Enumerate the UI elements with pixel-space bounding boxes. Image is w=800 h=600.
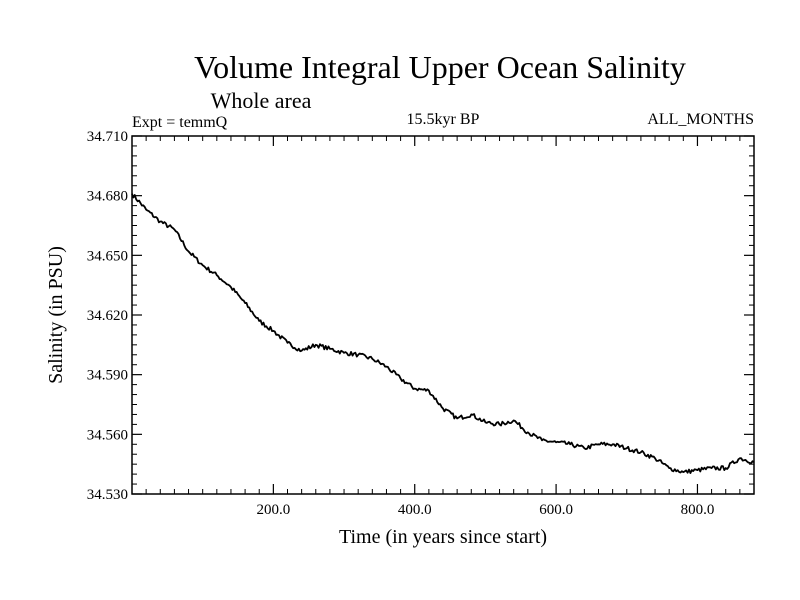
series-line-salinity — [131, 193, 755, 474]
period-label: 15.5kyr BP — [407, 111, 480, 128]
chart-subtitle: Whole area — [211, 88, 312, 113]
x-tick-label: 800.0 — [681, 502, 715, 518]
plot-frame — [131, 135, 755, 495]
series-points — [132, 194, 754, 472]
x-tick-label: 200.0 — [256, 502, 290, 518]
months-label: ALL_MONTHS — [647, 111, 754, 128]
y-axis: 34.530 34.560 34.590 34.620 34.650 34.680 34.7… — [87, 129, 754, 503]
y-axis-label: Salinity (in PSU) — [45, 246, 67, 384]
experiment-label: Expt = temmQ — [132, 114, 228, 131]
y-tick-label: 34.680 — [87, 189, 128, 205]
y-tick-label: 34.590 — [87, 368, 128, 384]
y-tick-label: 34.710 — [87, 129, 128, 145]
y-tick-label: 34.560 — [87, 427, 128, 443]
chart-title: Volume Integral Upper Ocean Salinity — [194, 49, 686, 85]
y-tick-label: 34.620 — [87, 308, 128, 324]
x-tick-label: 400.0 — [398, 502, 432, 518]
x-minor-ticks — [145, 136, 741, 494]
x-tick-label: 600.0 — [539, 502, 573, 518]
y-tick-label: 34.650 — [87, 248, 128, 264]
y-tick-label: 34.530 — [87, 487, 128, 503]
y-minor-ticks — [132, 145, 754, 485]
x-axis: 200.0 400.0 600.0 800.0 — [256, 136, 714, 518]
x-axis-label: Time (in years since start) — [339, 526, 547, 548]
